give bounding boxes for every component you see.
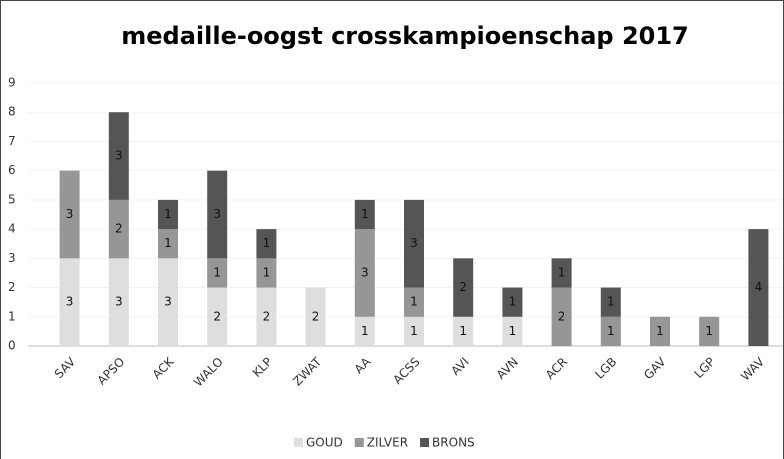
data-label: 2 (213, 309, 221, 323)
bar-segment (502, 287, 523, 317)
data-label: 1 (164, 207, 172, 221)
legend-swatch (294, 438, 303, 447)
data-label: 1 (558, 265, 566, 279)
bar-segment (108, 199, 129, 259)
bar-segment (551, 287, 572, 346)
bar-segment (404, 199, 424, 288)
bar-segment (305, 287, 326, 346)
bar-segment (108, 112, 129, 200)
y-tick-label: 6 (8, 163, 16, 177)
data-label: 1 (361, 207, 369, 221)
bar-segment (207, 170, 228, 259)
bar-segment (158, 229, 178, 259)
data-label: 3 (164, 295, 172, 309)
bar-segment (207, 258, 228, 288)
data-label: 1 (164, 236, 172, 250)
bar-segment (108, 258, 129, 346)
data-label: 1 (263, 265, 271, 279)
data-label: 3 (66, 295, 74, 309)
data-label: 1 (213, 265, 221, 279)
bar-segment (600, 316, 621, 346)
data-label: 2 (115, 222, 123, 236)
legend-label: ZILVER (367, 436, 408, 450)
bar-segment (453, 316, 474, 346)
data-label: 1 (607, 324, 615, 338)
data-label: 2 (263, 309, 271, 323)
bar-segment (748, 229, 769, 346)
bar-segment (699, 316, 720, 346)
data-label: 1 (509, 295, 517, 309)
data-label: 3 (115, 295, 123, 309)
bar-segment (256, 287, 277, 346)
data-label: 1 (509, 324, 517, 338)
bar-segment (158, 199, 178, 230)
data-label: 1 (656, 324, 664, 338)
bar-segment (256, 258, 277, 288)
y-tick-label: 8 (8, 105, 16, 119)
bar-segment (158, 258, 178, 346)
data-label: 2 (312, 309, 320, 323)
y-tick-label: 9 (8, 76, 16, 90)
data-label: 1 (607, 295, 615, 309)
bar-segment (59, 258, 80, 346)
data-label: 2 (558, 309, 566, 323)
data-label: 2 (459, 280, 467, 294)
data-label: 1 (410, 295, 418, 309)
legend-swatch (420, 438, 430, 447)
bar-segment (354, 316, 375, 346)
y-tick-label: 1 (8, 309, 16, 323)
data-label: 3 (66, 207, 74, 221)
data-label: 1 (459, 324, 467, 338)
data-label: 1 (410, 324, 418, 338)
bar-segment (650, 316, 670, 346)
data-label: 1 (361, 324, 369, 338)
bar-segment (404, 316, 424, 346)
legend-label: GOUD (306, 436, 343, 450)
bar-segment (600, 287, 621, 317)
y-tick-label: 3 (8, 251, 16, 265)
bar-segment (404, 287, 424, 317)
bar-segment (354, 229, 375, 317)
data-label: 1 (705, 324, 713, 338)
chart-title: medaille-oogst crosskampioenschap 2017 (121, 22, 689, 50)
data-label: 4 (755, 280, 763, 294)
bar-segment (59, 170, 80, 259)
y-tick-label: 0 (8, 339, 16, 353)
y-tick-label: 5 (8, 192, 16, 206)
data-label: 3 (115, 149, 123, 163)
bar-segment (453, 258, 474, 317)
data-label: 1 (263, 236, 271, 250)
bar-segment (256, 229, 277, 259)
data-label: 3 (410, 236, 418, 250)
y-tick-label: 2 (8, 280, 16, 294)
bar-segment (207, 287, 228, 346)
bar-segment (354, 199, 375, 230)
bar-segment (502, 316, 523, 346)
y-tick-label: 7 (8, 134, 16, 148)
legend-swatch (354, 438, 364, 447)
data-label: 3 (361, 265, 369, 279)
legend-label: BRONS (432, 436, 475, 450)
bar-segment (551, 258, 572, 288)
y-tick-label: 4 (8, 222, 16, 236)
data-label: 3 (213, 207, 221, 221)
